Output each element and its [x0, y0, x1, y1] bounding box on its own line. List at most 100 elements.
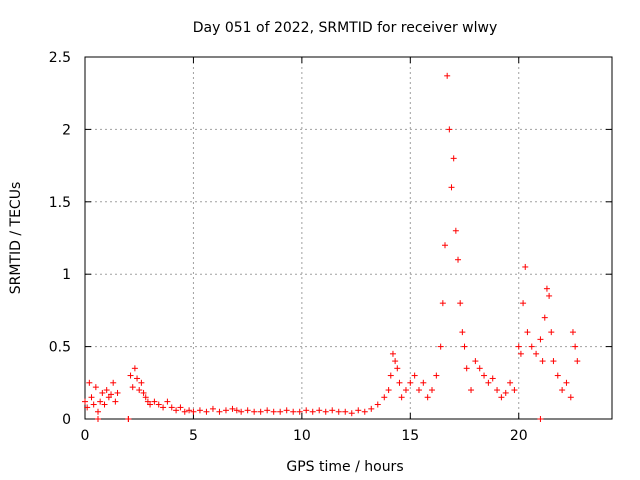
data-point	[569, 329, 576, 336]
data-point	[190, 408, 197, 415]
data-point	[524, 329, 531, 336]
data-point	[177, 404, 184, 411]
data-point	[196, 407, 203, 414]
data-point	[329, 407, 336, 414]
y-tick-label: 2	[62, 122, 71, 138]
y-axis-label: SRMTID / TECUs	[8, 182, 24, 295]
data-point	[450, 155, 457, 162]
data-point	[160, 404, 167, 411]
data-point	[424, 394, 431, 401]
data-point	[528, 343, 535, 350]
x-tick-label: 15	[401, 428, 419, 444]
data-point	[407, 379, 414, 386]
data-point	[476, 365, 483, 372]
data-point	[142, 394, 149, 401]
data-point	[489, 375, 496, 382]
data-point	[533, 350, 540, 357]
data-point	[472, 358, 479, 365]
data-point	[233, 407, 240, 414]
data-point	[84, 404, 91, 411]
data-point	[164, 398, 171, 405]
y-tick-label: 0.5	[49, 340, 71, 356]
data-point	[448, 184, 455, 191]
data-point	[517, 350, 524, 357]
data-point	[563, 379, 570, 386]
data-point	[112, 398, 119, 405]
data-point	[446, 126, 453, 133]
data-point	[181, 408, 188, 415]
data-point	[387, 372, 394, 379]
data-point	[99, 389, 106, 396]
data-point	[147, 401, 154, 408]
data-point	[559, 387, 566, 394]
data-point	[151, 398, 158, 405]
data-point	[264, 407, 271, 414]
data-point	[251, 408, 258, 415]
data-point	[229, 405, 236, 412]
data-point	[257, 408, 264, 415]
data-point	[485, 379, 492, 386]
data-point	[244, 407, 251, 414]
data-point	[381, 394, 388, 401]
data-point	[303, 407, 310, 414]
data-point	[86, 379, 93, 386]
data-point	[101, 401, 108, 408]
data-point	[481, 372, 488, 379]
data-point	[90, 401, 97, 408]
chart-title: Day 051 of 2022, SRMTID for receiver wlw…	[193, 20, 498, 36]
data-point	[548, 329, 555, 336]
data-point	[134, 375, 141, 382]
data-point	[168, 404, 175, 411]
data-point	[394, 365, 401, 372]
y-tick-label: 0	[62, 412, 71, 428]
data-point	[283, 407, 290, 414]
gridlines	[85, 57, 612, 419]
data-point	[502, 389, 509, 396]
x-tick-label: 0	[81, 428, 90, 444]
data-point	[131, 365, 138, 372]
data-point	[511, 387, 518, 394]
data-point	[203, 408, 210, 415]
data-point	[361, 408, 368, 415]
data-point	[444, 72, 451, 79]
data-point	[537, 336, 544, 343]
data-point	[103, 387, 110, 394]
x-tick-label: 5	[189, 428, 198, 444]
data-point	[316, 407, 323, 414]
data-point	[374, 401, 381, 408]
data-point	[270, 408, 277, 415]
data-point	[309, 408, 316, 415]
data-point	[428, 387, 435, 394]
data-point	[396, 379, 403, 386]
data-point	[296, 408, 303, 415]
y-tick-label: 1.5	[49, 195, 71, 211]
data-point	[82, 398, 88, 405]
data-point	[439, 300, 446, 307]
data-point	[209, 405, 216, 412]
data-point	[95, 408, 102, 415]
data-point	[507, 379, 514, 386]
data-point	[155, 401, 162, 408]
data-point	[322, 408, 329, 415]
x-axis: 0 5 10 15 20	[81, 57, 528, 444]
x-tick-label: 20	[510, 428, 528, 444]
data-point	[420, 379, 427, 386]
data-point	[468, 387, 475, 394]
data-point	[515, 343, 522, 350]
data-point	[442, 242, 449, 249]
data-point	[173, 407, 180, 414]
data-point	[392, 358, 399, 365]
data-point	[415, 387, 422, 394]
data-point	[335, 408, 342, 415]
data-point	[290, 408, 297, 415]
x-axis-label: GPS time / hours	[286, 459, 403, 475]
data-point	[348, 410, 355, 417]
data-point	[541, 314, 548, 321]
data-point	[389, 350, 396, 357]
data-point	[92, 384, 99, 391]
data-point	[402, 387, 409, 394]
data-point	[539, 358, 546, 365]
data-point	[238, 408, 245, 415]
data-point	[520, 300, 527, 307]
